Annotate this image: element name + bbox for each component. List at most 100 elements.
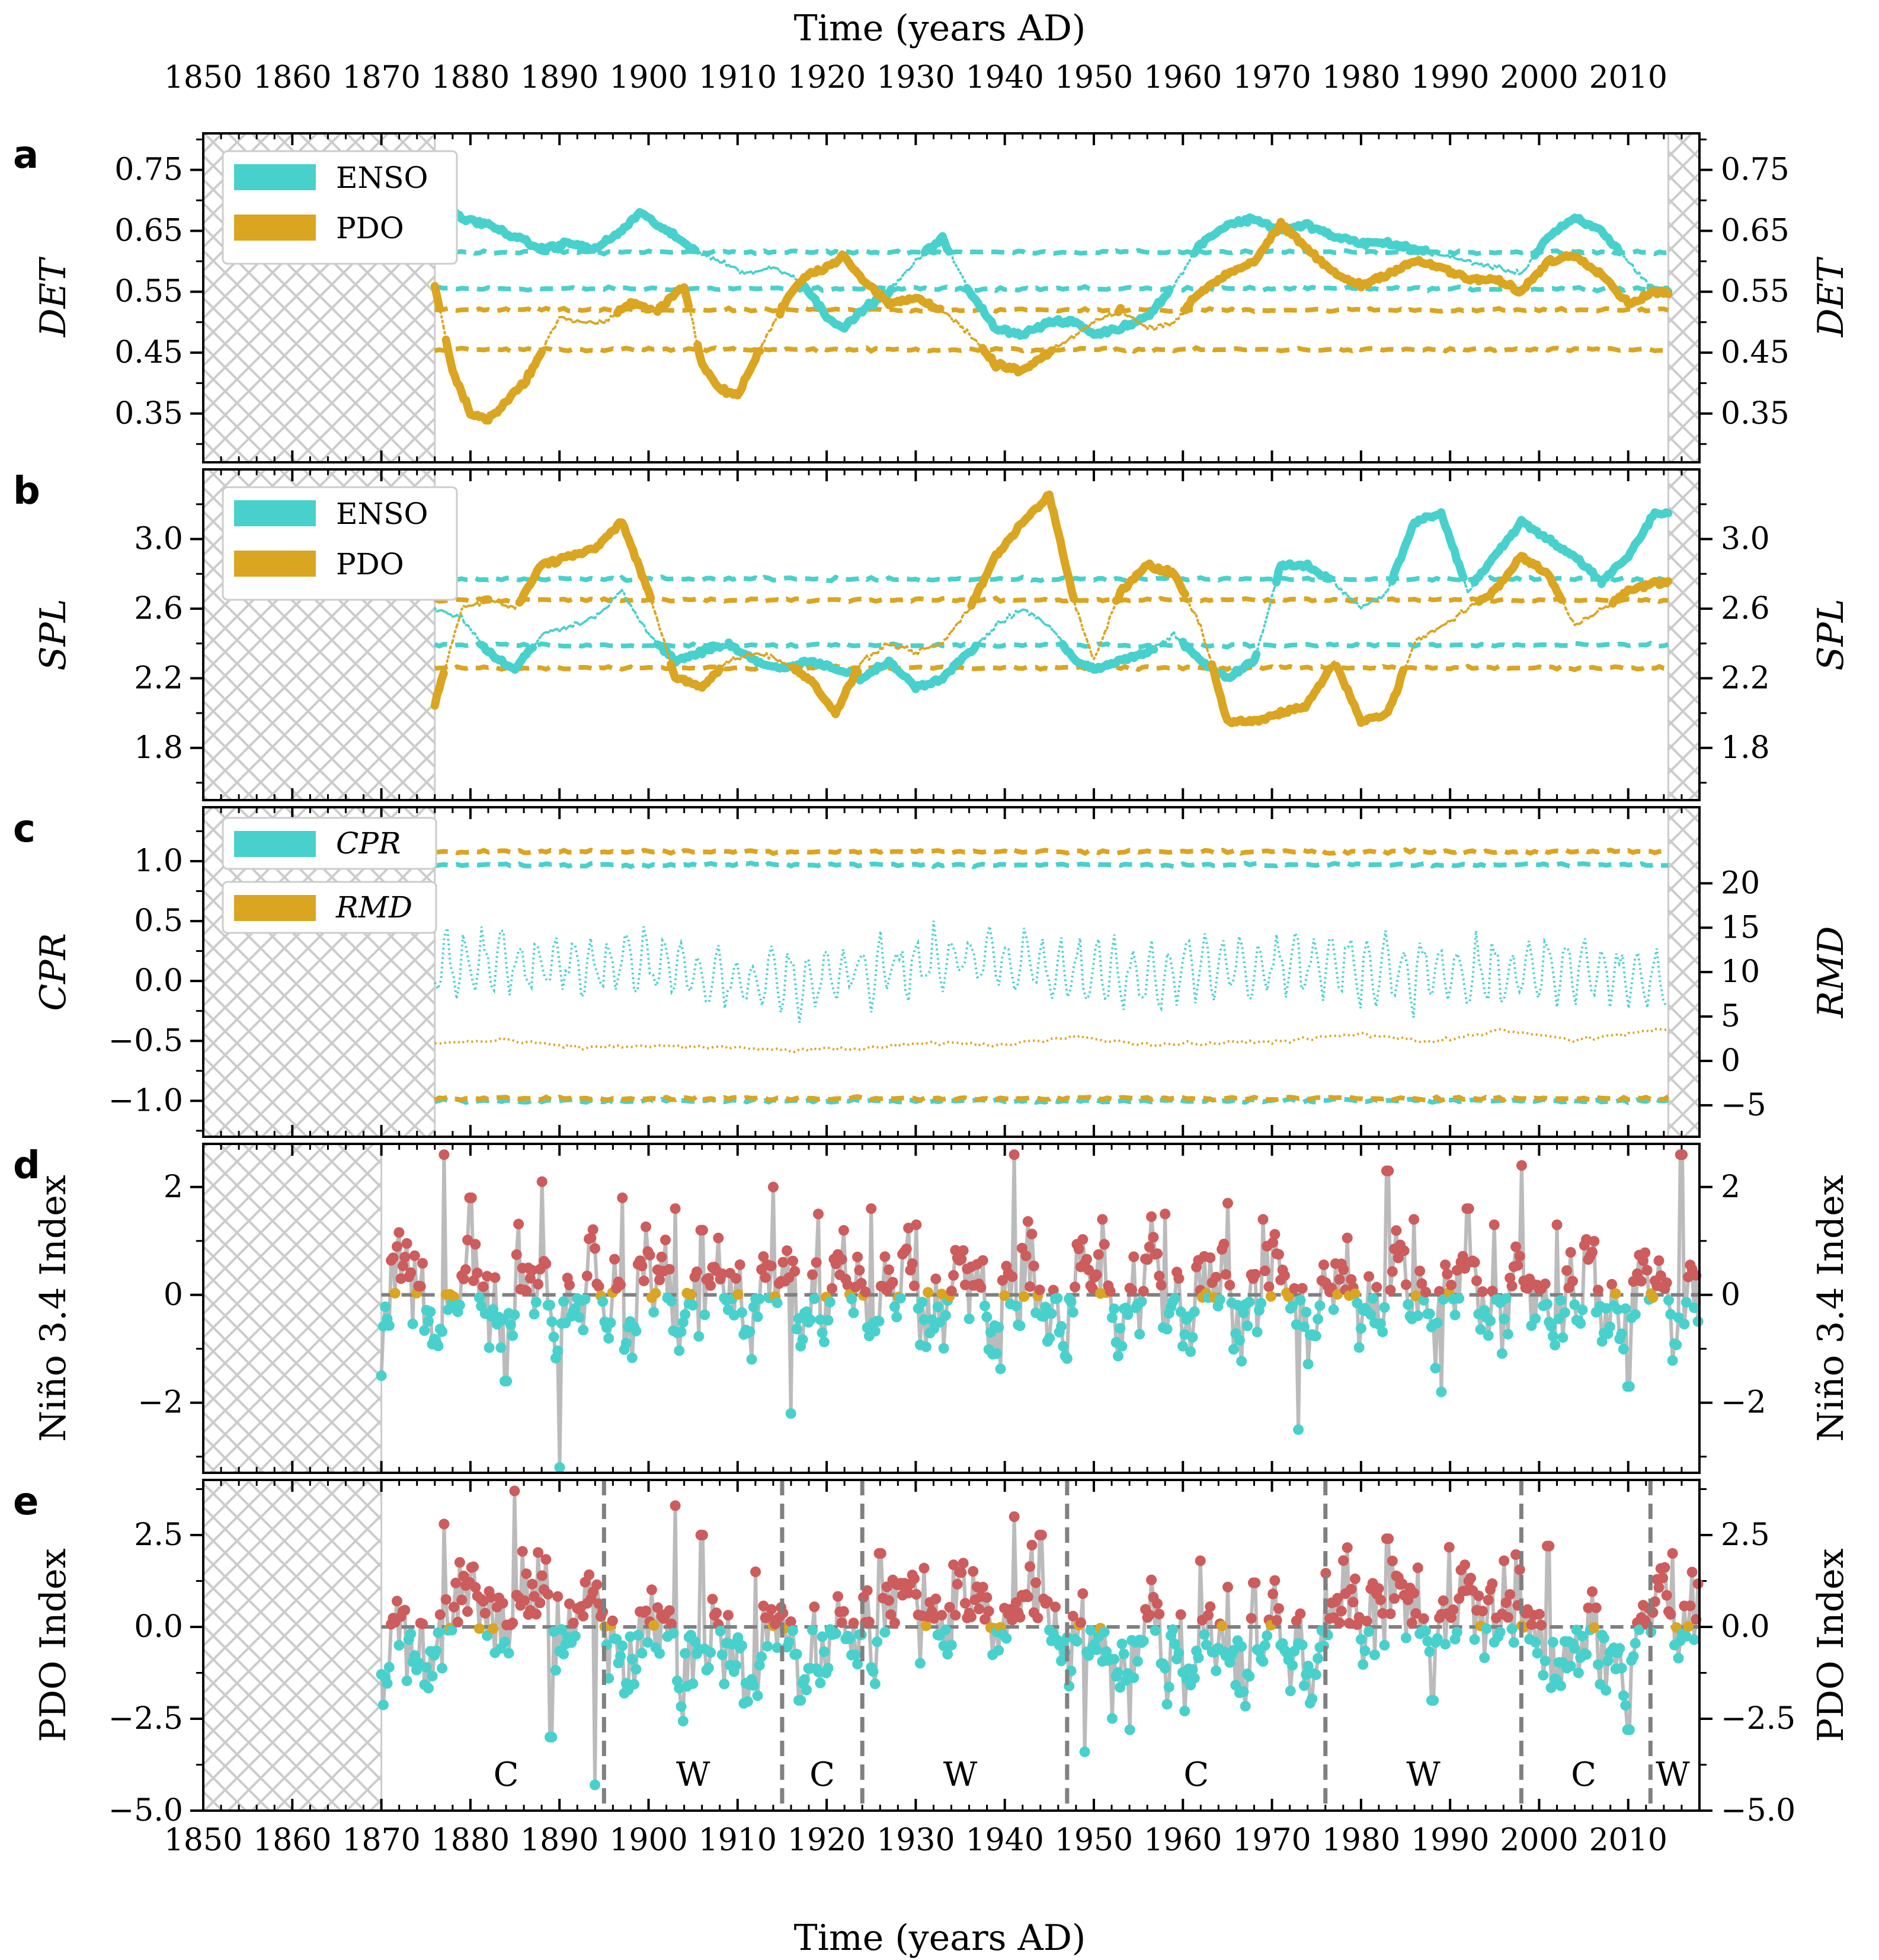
point-positive	[1418, 1613, 1429, 1624]
series-pdo-segment	[1424, 632, 1429, 639]
point-negative	[1692, 1316, 1704, 1327]
series-enso-segment	[1264, 612, 1269, 624]
point-negative	[1328, 1304, 1339, 1315]
point-positive	[1409, 1214, 1420, 1225]
point-negative	[1454, 1293, 1465, 1304]
point-positive	[974, 1603, 985, 1614]
point-negative	[1128, 1672, 1139, 1683]
series-enso-segment	[955, 264, 959, 270]
ytick-label-left: 2.5	[134, 1517, 183, 1553]
series-pdo-segment	[1065, 337, 1071, 343]
point-positive	[1138, 1286, 1149, 1297]
series-enso-segment	[1368, 599, 1374, 604]
point-positive	[789, 1265, 801, 1277]
band-enso-lower	[434, 284, 1669, 294]
point-negative	[940, 1624, 951, 1635]
point-positive	[656, 1251, 667, 1262]
point-positive	[956, 1567, 967, 1578]
point-positive	[1659, 1562, 1670, 1573]
point-negative	[1440, 1639, 1451, 1650]
ylabel-right: Niño 3.4 Index	[1810, 1175, 1852, 1441]
point-negative	[815, 1677, 826, 1689]
point-negative	[762, 1641, 773, 1652]
point-positive	[438, 1518, 450, 1530]
series-pdo-segment	[774, 658, 779, 663]
xtick-label-top: 1890	[520, 60, 598, 95]
point-positive	[1505, 1272, 1516, 1284]
point-negative	[737, 1640, 747, 1651]
series-pdo-segment	[1119, 306, 1124, 313]
point-negative	[1052, 1293, 1063, 1304]
point-positive	[827, 1283, 838, 1294]
point-negative	[1265, 1291, 1276, 1302]
series-pdo-segment	[1155, 324, 1160, 330]
point-positive	[838, 1606, 849, 1617]
point-positive	[777, 1256, 789, 1268]
point-positive	[854, 1265, 865, 1276]
point-positive	[788, 1255, 798, 1267]
point-negative	[1065, 1296, 1077, 1307]
point-negative	[1379, 1302, 1390, 1313]
point-negative	[1106, 1312, 1118, 1323]
point-negative	[1169, 1293, 1180, 1304]
point-positive	[1205, 1252, 1216, 1263]
point-negative	[1365, 1309, 1377, 1320]
point-positive	[458, 1273, 469, 1284]
point-negative	[680, 1309, 691, 1320]
point-positive	[527, 1265, 538, 1276]
point-positive	[1534, 1609, 1545, 1620]
point-negative	[1403, 1299, 1414, 1310]
point-positive	[1030, 1577, 1041, 1588]
point-negative	[590, 1779, 600, 1790]
series-enso-segment	[1451, 254, 1456, 260]
point-negative	[1430, 1363, 1441, 1374]
point-negative	[654, 1648, 665, 1659]
series-enso-segment	[467, 624, 472, 631]
point-negative	[554, 1462, 565, 1473]
point-positive	[1499, 1555, 1510, 1566]
series-pdo-segment	[772, 656, 777, 661]
series-pdo-segment	[1199, 624, 1205, 637]
point-positive	[1026, 1229, 1038, 1240]
ytick-label-left: −5.0	[108, 1793, 183, 1828]
point-negative	[680, 1648, 691, 1659]
point-negative	[791, 1323, 802, 1335]
series-enso-segment	[956, 267, 962, 274]
series-enso-segment	[738, 270, 744, 274]
point-positive	[1438, 1595, 1449, 1606]
xtick-label-bottom: 1990	[1411, 1822, 1489, 1858]
series-enso-segment	[532, 643, 536, 649]
point-positive	[1263, 1281, 1275, 1292]
point-positive	[1361, 1616, 1372, 1627]
panel-a: 0.35 0.35 0.45 0.45 0.55 0.55 0.65 0.65 0.75 0.75…	[13, 132, 1852, 463]
point-negative	[1575, 1318, 1586, 1329]
series-pdo-segment	[1467, 605, 1471, 610]
point-negative	[754, 1660, 765, 1671]
ytick-label-left: 2.6	[134, 591, 183, 626]
point-negative	[1175, 1306, 1186, 1318]
point-positive	[1022, 1591, 1033, 1603]
point-negative	[1112, 1667, 1123, 1678]
point-positive	[1567, 1275, 1578, 1287]
point-negative	[1432, 1318, 1443, 1328]
series-pdo-segment	[977, 342, 982, 347]
series-pdo-segment	[540, 347, 545, 353]
point-positive	[519, 1595, 530, 1606]
point-positive	[670, 1500, 681, 1511]
point-negative	[1577, 1304, 1588, 1315]
point-negative	[1056, 1320, 1067, 1332]
point-positive	[587, 1224, 598, 1235]
point-negative	[1134, 1329, 1145, 1340]
point-positive	[1683, 1621, 1694, 1632]
point-negative	[1058, 1341, 1069, 1352]
point-positive	[691, 1266, 702, 1277]
point-negative	[1299, 1321, 1310, 1332]
point-negative	[813, 1666, 824, 1677]
point-positive	[585, 1232, 597, 1243]
point-negative	[1367, 1293, 1378, 1304]
ytick-label-right: 0.35	[1721, 396, 1790, 431]
point-positive	[1500, 1597, 1512, 1609]
phase-label: W	[676, 1756, 710, 1794]
series-pdo-segment	[1560, 598, 1565, 605]
